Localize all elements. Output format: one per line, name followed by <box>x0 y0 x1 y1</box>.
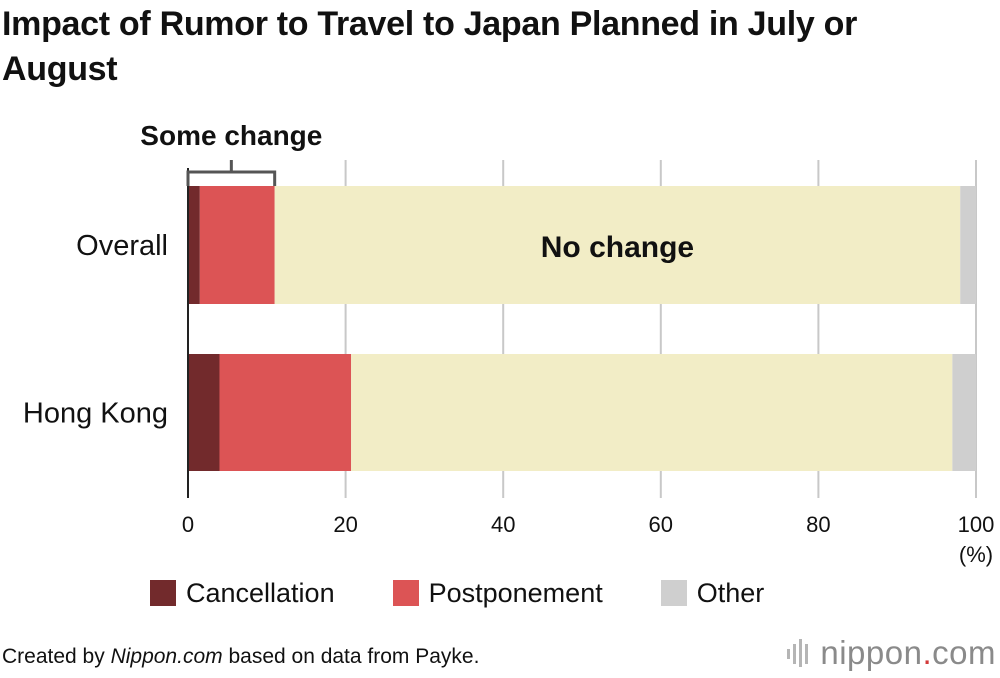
bar-hong-kong-other <box>952 354 976 471</box>
legend-swatch-cancellation <box>150 580 176 606</box>
brand-name: nippon <box>820 634 923 671</box>
no-change-label: No change <box>541 231 694 264</box>
chart-title: Impact of Rumor to Travel to Japan Plann… <box>2 5 858 88</box>
bar-hong-kong-no-change <box>351 354 953 471</box>
category-label: Overall <box>76 230 168 262</box>
x-tick-label: 20 <box>333 512 357 537</box>
x-tick-label: 100 <box>958 512 995 537</box>
some-change-bracket <box>186 160 277 186</box>
x-tick-label: 0 <box>182 512 194 537</box>
brand-wordmark: nippon.com <box>820 634 996 672</box>
legend-label-cancellation: Cancellation <box>186 578 335 608</box>
some-change-label: Some change <box>140 120 322 151</box>
legend-swatch-other <box>660 580 687 606</box>
legend: Cancellation Postponement Other <box>150 578 822 608</box>
x-unit-label: (%) <box>959 542 993 567</box>
legend-label-postponement: Postponement <box>428 578 603 608</box>
legend-label-other: Other <box>696 578 765 608</box>
bar-overall-cancellation <box>188 186 200 304</box>
brand-tld: com <box>932 634 996 671</box>
bar-hong-kong-postponement <box>219 354 352 471</box>
bar-overall-no-change <box>274 186 961 304</box>
brand-logo: nippon.com <box>786 634 996 672</box>
legend-item-cancellation: Cancellation <box>150 578 335 608</box>
source-site: Nippon.com <box>110 645 223 668</box>
x-tick-label: 40 <box>491 512 515 537</box>
nippon-logo-icon <box>787 639 809 667</box>
source-prefix: Created by <box>2 645 111 668</box>
x-tick-label: 80 <box>806 512 830 537</box>
bar-overall-other <box>960 186 976 304</box>
legend-item-other: Other <box>660 578 765 608</box>
source-suffix: based on data from Payke. <box>222 645 480 668</box>
bar-overall-postponement <box>199 186 275 304</box>
source-note: Created by Nippon.com based on data from… <box>2 644 479 670</box>
category-label: Hong Kong <box>23 398 168 430</box>
brand-dot: . <box>922 634 933 671</box>
bar-hong-kong-cancellation <box>188 354 220 471</box>
legend-item-postponement: Postponement <box>392 578 603 608</box>
legend-swatch-postponement <box>392 580 419 606</box>
x-tick-label: 60 <box>649 512 673 537</box>
